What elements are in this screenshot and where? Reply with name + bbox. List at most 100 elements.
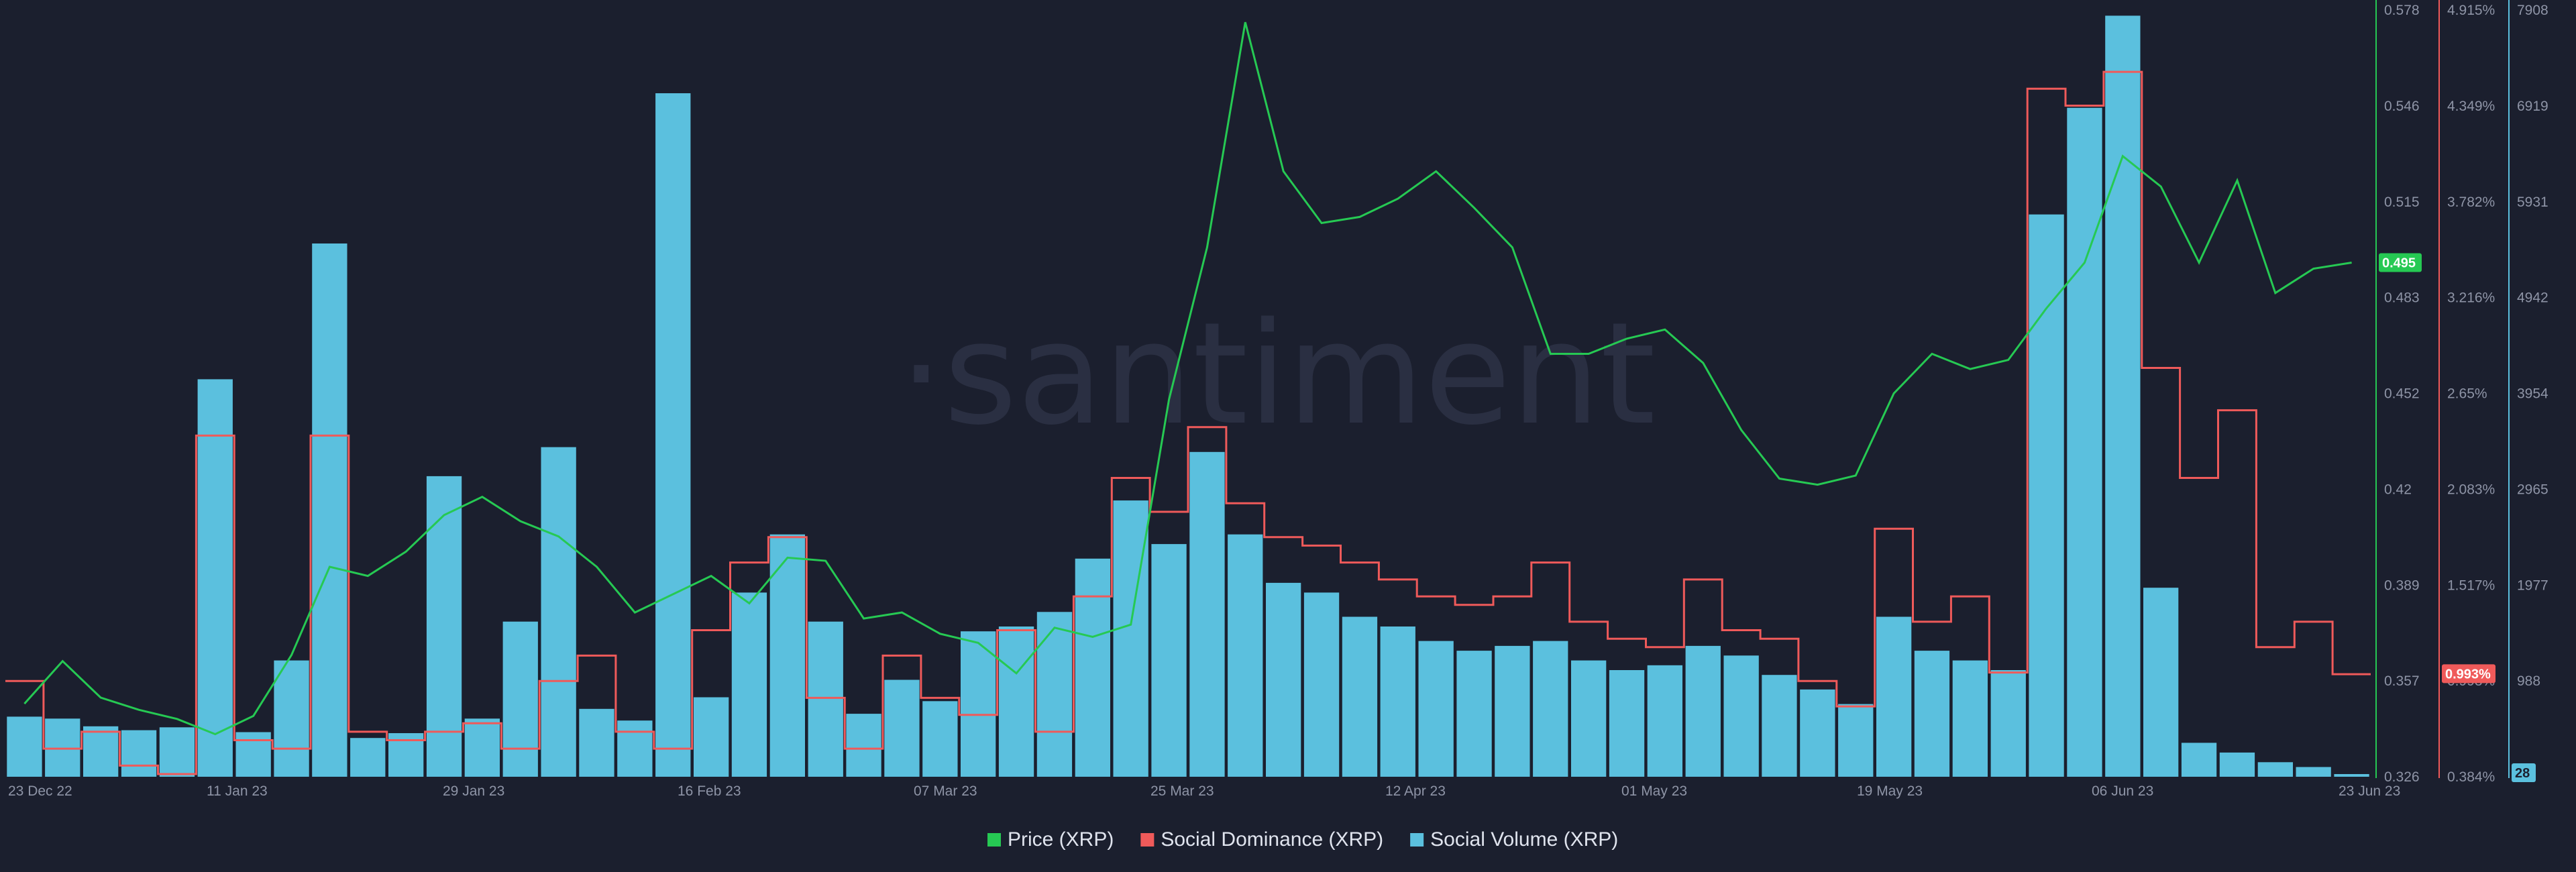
watermark: ·santiment	[899, 292, 1656, 456]
volume-bar	[274, 660, 309, 777]
volume-bar	[731, 592, 767, 777]
volume-bar	[1800, 689, 1835, 777]
volume-bar	[1495, 645, 1530, 777]
x-tick-label: 23 Dec 22	[8, 783, 72, 799]
volume-bar	[464, 718, 500, 777]
legend: Price (XRP) Social Dominance (XRP) Social …	[987, 828, 1618, 851]
volume-tick-label: 3954	[2517, 386, 2548, 402]
volume-bar	[617, 720, 653, 777]
volume-bar	[1189, 451, 1225, 777]
volume-bar	[2296, 767, 2331, 777]
volume-bar	[1113, 500, 1148, 777]
volume-tick-label: 1977	[2517, 578, 2548, 593]
volume-bar	[1228, 534, 1263, 777]
x-tick-label: 23 Jun 23	[2339, 783, 2400, 799]
volume-bar	[884, 679, 920, 777]
volume-current-badge-bg	[2512, 763, 2536, 782]
volume-bar	[1075, 558, 1110, 777]
price-tick-label: 0.42	[2384, 482, 2412, 497]
volume-bar	[7, 716, 42, 777]
volume-bar	[1838, 704, 1874, 777]
value-badges: 0.495 0.993% 28	[2379, 253, 2536, 782]
volume-bar	[159, 727, 195, 777]
volume-bar	[2334, 774, 2369, 777]
volume-bar	[694, 697, 729, 777]
volume-tick-label: 4942	[2517, 290, 2548, 306]
volume-bar	[769, 534, 805, 777]
volume-bar	[1342, 616, 1378, 777]
volume-bar	[1876, 616, 1912, 777]
legend-label: Price (XRP)	[1008, 828, 1114, 851]
volume-tick-label: 5931	[2517, 195, 2548, 210]
volume-bar	[312, 243, 347, 777]
x-tick-label: 25 Mar 23	[1150, 783, 1214, 799]
price-current-badge: 0.495	[2382, 256, 2416, 270]
volume-tick-label: 988	[2517, 673, 2540, 689]
volume-bar	[922, 701, 958, 777]
x-tick-label: 11 Jan 23	[207, 783, 268, 799]
price-tick-label: 0.326	[2384, 769, 2420, 785]
volume-bar	[1723, 655, 1759, 777]
volume-bar	[655, 93, 691, 777]
price-tick-label: 0.515	[2384, 195, 2420, 210]
price-tick-label: 0.578	[2384, 3, 2420, 18]
volume-bar	[197, 379, 233, 777]
volume-current-badge: 28	[2515, 766, 2530, 781]
volume-bar	[350, 738, 386, 777]
price-tick-label: 0.389	[2384, 578, 2420, 593]
volume-bar	[2143, 588, 2179, 777]
dominance-tick-label: 4.349%	[2447, 99, 2495, 114]
volume-bar	[1533, 641, 1568, 777]
volume-bar	[1036, 612, 1073, 777]
volume-bar	[1990, 670, 2026, 777]
price-tick-label: 0.483	[2384, 290, 2420, 306]
axes: 0.5780.5460.5150.4830.4520.420.3890.3570…	[8, 0, 2548, 799]
x-tick-label: 29 Jan 23	[443, 783, 504, 799]
volume-bar	[1762, 675, 1797, 777]
volume-bar	[846, 714, 881, 777]
volume-bar	[2257, 762, 2293, 777]
volume-bar	[121, 730, 157, 777]
volume-bar	[808, 621, 843, 777]
dominance-tick-label: 2.083%	[2447, 482, 2495, 497]
legend-label: Social Dominance (XRP)	[1161, 828, 1383, 851]
dominance-tick-label: 1.517%	[2447, 578, 2495, 593]
dominance-tick-label: 2.65%	[2447, 386, 2487, 402]
x-tick-label: 16 Feb 23	[678, 783, 741, 799]
x-tick-label: 12 Apr 23	[1385, 783, 1446, 799]
x-tick-label: 19 May 23	[1857, 783, 1923, 799]
volume-bar	[2067, 107, 2102, 777]
volume-bar	[83, 726, 119, 777]
volume-bar	[502, 621, 538, 777]
volume-bar	[235, 732, 271, 777]
volume-bar	[2105, 15, 2141, 777]
social-dominance-line	[5, 70, 2371, 775]
volume-bar	[1914, 651, 1950, 777]
volume-bar	[1647, 665, 1682, 777]
volume-bar	[2219, 752, 2255, 777]
volume-tick-label: 6919	[2517, 99, 2548, 114]
volume-bar	[1418, 641, 1454, 777]
x-tick-label: 06 Jun 23	[2092, 783, 2153, 799]
dominance-tick-label: 0.384%	[2447, 769, 2495, 785]
volume-bar	[1952, 660, 1988, 777]
volume-bar	[1571, 660, 1607, 777]
volume-bar	[579, 708, 614, 777]
dominance-tick-label: 3.216%	[2447, 290, 2495, 306]
dominance-current-badge-bg	[2442, 664, 2496, 684]
volume-tick-label: 2965	[2517, 482, 2548, 497]
x-tick-label: 07 Mar 23	[914, 783, 977, 799]
x-tick-label: 01 May 23	[1621, 783, 1687, 799]
volume-bar	[1151, 544, 1187, 777]
dominance-tick-label: 4.915%	[2447, 3, 2495, 18]
volume-bar	[961, 631, 996, 777]
volume-bar	[2029, 214, 2064, 777]
dominance-tick-label: 3.782%	[2447, 195, 2495, 210]
volume-bar	[1609, 670, 1645, 777]
price-line	[23, 21, 2352, 736]
volume-bar	[541, 447, 576, 777]
price-tick-label: 0.357	[2384, 673, 2420, 689]
price-tick-label: 0.452	[2384, 386, 2420, 402]
volume-bar	[1456, 651, 1492, 777]
